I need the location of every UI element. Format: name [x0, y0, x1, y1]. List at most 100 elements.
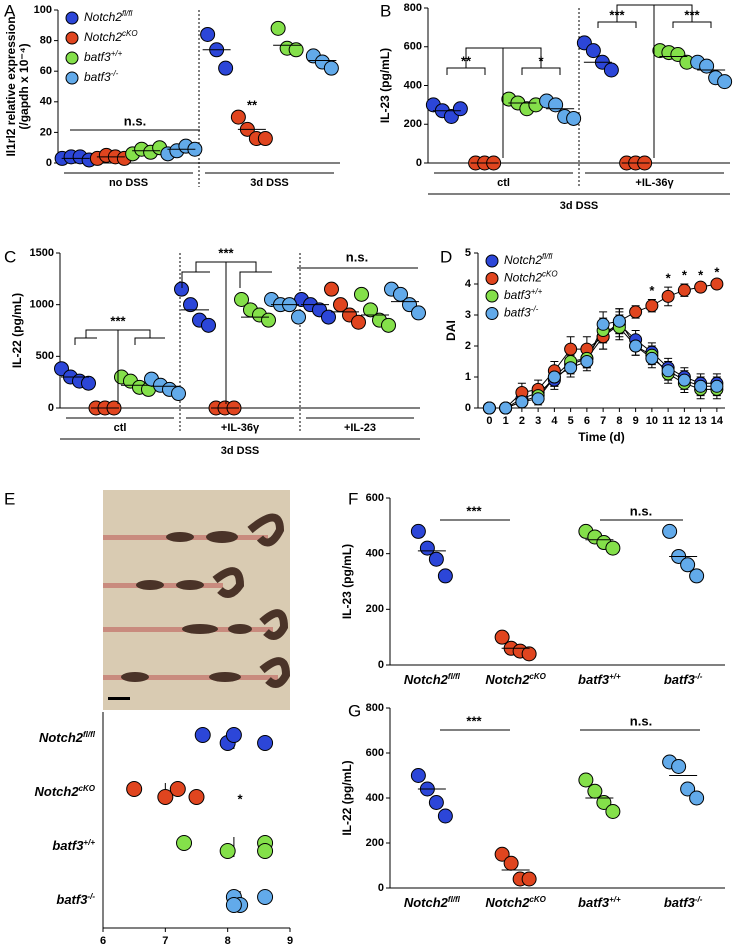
y-tick-label: 500	[36, 350, 54, 362]
genotype-superscript: fl/fl	[122, 9, 132, 18]
data-point	[629, 305, 643, 319]
significance-label: *	[538, 53, 544, 68]
data-point	[564, 361, 578, 375]
data-point	[437, 808, 453, 824]
genotype-superscript: -/-	[695, 895, 703, 904]
y-tick-label: 40	[40, 96, 52, 108]
genotype-name: batf3	[664, 672, 696, 687]
genotype-label: batf3-/-	[56, 892, 95, 908]
data-point	[270, 20, 286, 36]
data-point	[257, 131, 273, 147]
genotype-name: Notch2	[34, 784, 79, 799]
x-tick-label: 14	[711, 415, 724, 427]
y-tick-label: 400	[366, 792, 384, 804]
x-tick-label: 9	[633, 415, 639, 427]
significance-bracket	[597, 4, 693, 158]
genotype-name: batf3	[578, 672, 610, 687]
genotype-name: batf3	[52, 838, 84, 853]
y-tick-label: 3	[465, 309, 471, 321]
data-point	[126, 781, 143, 797]
data-point	[437, 568, 453, 584]
y-tick-label: 2	[465, 340, 471, 352]
data-point	[351, 314, 366, 330]
data-point	[499, 401, 513, 415]
data-point	[288, 42, 304, 58]
x-tick-label: 8	[616, 415, 622, 427]
group-caption: 3d DSS	[560, 200, 599, 212]
panel-letter: D	[440, 247, 452, 266]
x-tick-label: 10	[646, 415, 658, 427]
genotype-name: batf3	[84, 70, 111, 84]
genotype-name: batf3	[84, 50, 111, 64]
significance-label: ***	[110, 313, 126, 328]
significance-label: **	[461, 53, 472, 68]
genotype-name: Notch2	[404, 895, 449, 910]
genotype-superscript: -/-	[111, 69, 119, 78]
data-point	[515, 395, 529, 409]
genotype-superscript: -/-	[695, 672, 703, 681]
group-label: +IL-23	[344, 422, 376, 434]
y-axis-title: IL-23 (pg/mL)	[378, 48, 392, 123]
legend-marker	[485, 254, 499, 268]
data-point	[201, 317, 216, 333]
significance-label: n.s.	[124, 113, 146, 128]
data-point	[689, 790, 705, 806]
y-tick-label: 5	[465, 247, 471, 259]
panel-letter: E	[4, 489, 15, 508]
genotype-name: Notch2	[404, 672, 449, 687]
y-tick-label: 200	[366, 603, 384, 615]
data-point	[363, 302, 378, 318]
group-label: +IL-36γ	[221, 422, 260, 434]
genotype-superscript: cKO	[529, 895, 546, 904]
y-tick-label: 0	[48, 402, 54, 414]
data-point	[605, 540, 621, 556]
y-tick-label: 0	[465, 402, 471, 414]
significance-label: *	[237, 791, 243, 806]
data-point	[494, 846, 510, 862]
genotype-name: batf3	[56, 892, 88, 907]
y-tick-label: 0	[416, 157, 422, 169]
data-point	[521, 646, 537, 662]
data-point	[503, 855, 519, 871]
y-tick-label: 4	[465, 278, 472, 290]
significance-label: ***	[466, 503, 482, 518]
y-axis-title: (/gapdh x 10⁻⁴)	[17, 43, 31, 129]
group-label: ctl	[497, 177, 510, 189]
data-point	[596, 317, 610, 331]
genotype-label: Notch2fl/fl	[404, 895, 461, 911]
data-point	[680, 781, 696, 797]
data-point	[234, 292, 249, 307]
genotype-superscript: fl/fl	[542, 252, 552, 261]
data-point	[689, 568, 705, 584]
y-tick-label: 800	[366, 702, 384, 714]
genotype-label: Notch2fl/fl	[84, 9, 132, 25]
genotype-label: batf3+/+	[578, 895, 621, 911]
data-point	[428, 795, 444, 810]
y-tick-label: 1500	[30, 247, 54, 259]
significance-label: *	[698, 267, 704, 282]
genotype-superscript: +/+	[111, 49, 123, 58]
group-label: +IL-36γ	[635, 177, 674, 189]
genotype-name: batf3	[504, 306, 531, 320]
data-point	[324, 281, 339, 297]
data-point	[585, 43, 601, 59]
data-point	[194, 727, 211, 743]
data-point	[257, 889, 274, 905]
y-axis-title: Il1rl2 relative expression	[4, 16, 18, 156]
data-point	[482, 401, 496, 415]
genotype-superscript: +/+	[609, 672, 621, 681]
panel-letter: A	[4, 1, 16, 20]
genotype-label: Notch2cKO	[504, 269, 558, 285]
significance-label: ***	[609, 7, 625, 22]
data-point	[183, 297, 198, 313]
data-point	[521, 871, 537, 887]
legend-marker	[65, 31, 79, 45]
data-point	[710, 277, 724, 291]
colon-photo	[103, 490, 291, 710]
significance-label: *	[714, 264, 720, 279]
genotype-label: Notch2fl/fl	[504, 252, 552, 268]
legend-marker	[485, 289, 499, 303]
genotype-superscript: +/+	[609, 895, 621, 904]
genotype-label: batf3+/+	[84, 49, 123, 65]
significance-label: n.s.	[630, 503, 652, 518]
